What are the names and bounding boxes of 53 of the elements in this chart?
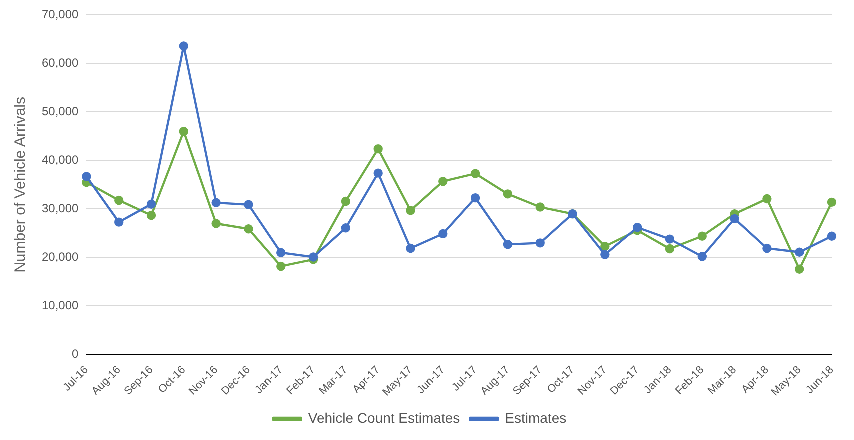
point bbox=[665, 234, 675, 244]
point bbox=[698, 252, 707, 262]
point bbox=[827, 232, 837, 241]
point bbox=[794, 248, 804, 257]
point bbox=[730, 214, 740, 224]
point bbox=[146, 200, 156, 209]
point bbox=[536, 202, 545, 212]
point bbox=[308, 252, 318, 262]
y-tick-label: 10,000 bbox=[42, 298, 80, 313]
y-tick-label: 50,000 bbox=[42, 104, 80, 119]
point bbox=[438, 176, 448, 186]
point bbox=[406, 206, 416, 216]
point bbox=[762, 194, 772, 204]
y-tick-label: 30,000 bbox=[42, 202, 80, 216]
y-tick-label: 40,000 bbox=[42, 153, 80, 168]
point bbox=[179, 127, 189, 136]
point bbox=[341, 196, 351, 206]
point bbox=[698, 232, 707, 241]
y-tick-label: 0 bbox=[72, 347, 80, 362]
point bbox=[794, 264, 804, 274]
point bbox=[212, 198, 221, 208]
point bbox=[82, 172, 92, 182]
point bbox=[406, 244, 416, 254]
point bbox=[114, 218, 124, 227]
point bbox=[276, 248, 286, 258]
point bbox=[374, 144, 383, 154]
point bbox=[827, 198, 837, 208]
legend-label: Estimates bbox=[505, 410, 567, 426]
point bbox=[212, 219, 221, 228]
point bbox=[146, 210, 156, 220]
point bbox=[762, 244, 772, 254]
point bbox=[244, 224, 254, 234]
point bbox=[374, 168, 383, 178]
y-tick-label: 60,000 bbox=[42, 56, 80, 70]
point bbox=[536, 238, 545, 248]
point bbox=[470, 169, 480, 178]
point bbox=[600, 250, 610, 260]
y-tick-label: 20,000 bbox=[42, 250, 80, 264]
point bbox=[276, 262, 286, 272]
point bbox=[632, 223, 642, 232]
point bbox=[438, 229, 448, 239]
point bbox=[503, 190, 513, 199]
point bbox=[179, 42, 189, 51]
point bbox=[114, 196, 124, 206]
y-axis-title: Number of Vehicle Arrivals bbox=[12, 97, 30, 273]
point bbox=[665, 244, 675, 254]
point bbox=[503, 240, 513, 250]
y-tick-label: 70,000 bbox=[42, 8, 80, 22]
point bbox=[244, 200, 254, 210]
point bbox=[470, 193, 480, 203]
legend-label: Vehicle Count Estimates bbox=[308, 410, 460, 426]
point bbox=[341, 224, 351, 233]
point bbox=[600, 242, 610, 252]
